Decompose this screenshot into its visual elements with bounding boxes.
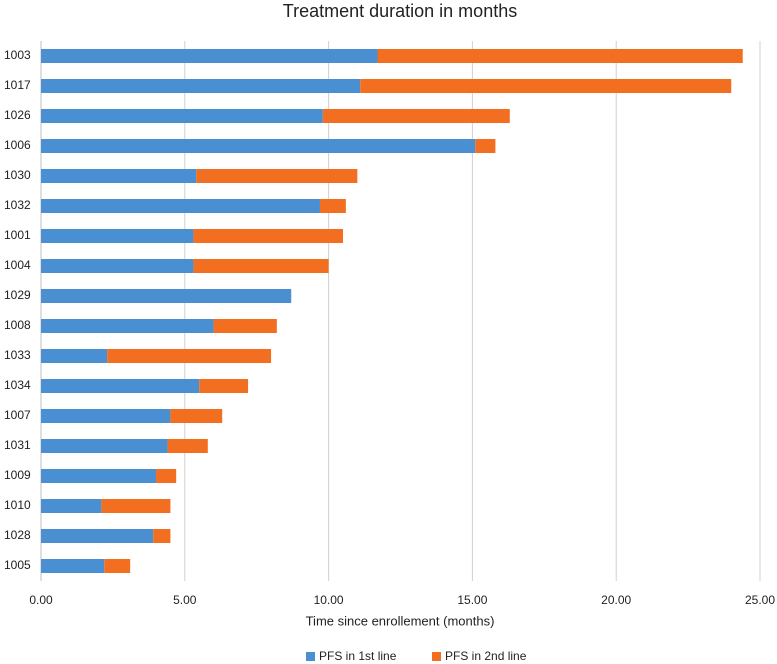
y-tick-label: 1003: [4, 48, 31, 62]
bar-segment: [167, 439, 208, 453]
bar-segment: [377, 49, 743, 63]
bar-segment: [193, 259, 329, 273]
y-tick-label: 1033: [4, 348, 31, 362]
y-tick-label: 1001: [4, 228, 31, 242]
bar-segment: [41, 139, 476, 153]
y-tick-label: 1017: [4, 78, 31, 92]
bar-segment: [322, 109, 510, 123]
bar-segment: [156, 469, 177, 483]
x-tick-label: 5.00: [173, 593, 197, 607]
x-axis-label: Time since enrollement (months): [306, 613, 495, 628]
x-tick-label: 10.00: [314, 593, 344, 607]
y-tick-label: 1009: [4, 468, 31, 482]
bar-segment: [41, 259, 194, 273]
y-tick-label: 1005: [4, 558, 31, 572]
y-tick-label: 1010: [4, 498, 31, 512]
bar-segment: [319, 199, 346, 213]
bar-segment: [41, 229, 194, 243]
bar-segment: [41, 499, 102, 513]
y-tick-label: 1007: [4, 408, 31, 422]
bar-segment: [41, 169, 197, 183]
bar-segment: [41, 109, 323, 123]
x-tick-label: 15.00: [457, 593, 487, 607]
bar-segment: [360, 79, 732, 93]
y-tick-label: 1030: [4, 168, 31, 182]
bar-segment: [41, 529, 154, 543]
y-tick-label: 1028: [4, 528, 31, 542]
legend-label: PFS in 1st line: [319, 649, 397, 663]
x-tick-label: 20.00: [601, 593, 631, 607]
bar-segment: [101, 499, 171, 513]
bar-segment: [199, 379, 249, 393]
bar-segment: [41, 559, 105, 573]
bar-segment: [153, 529, 171, 543]
bar-segment: [41, 439, 168, 453]
bar-segment: [104, 559, 131, 573]
y-tick-label: 1008: [4, 318, 31, 332]
legend-label: PFS in 2nd line: [445, 649, 527, 663]
bar-segment: [475, 139, 496, 153]
y-tick-label: 1032: [4, 198, 31, 212]
legend-swatch: [306, 652, 315, 661]
y-tick-label: 1026: [4, 108, 31, 122]
y-tick-label: 1004: [4, 258, 31, 272]
y-tick-label: 1031: [4, 438, 31, 452]
y-tick-label: 1029: [4, 288, 31, 302]
y-tick-label: 1006: [4, 138, 31, 152]
bar-segment: [41, 79, 361, 93]
bar-segment: [41, 49, 378, 63]
bar-segment: [196, 169, 358, 183]
bar-segment: [41, 409, 171, 423]
bar-segment: [193, 229, 343, 243]
x-tick-label: 25.00: [745, 593, 775, 607]
bar-segment: [213, 319, 277, 333]
x-tick-label: 0.00: [29, 593, 53, 607]
bar-segment: [41, 349, 108, 363]
bar-segment: [41, 199, 320, 213]
bar-segment: [41, 469, 157, 483]
bar-segment: [41, 319, 214, 333]
bar-segment: [170, 409, 223, 423]
chart-title: Treatment duration in months: [283, 1, 517, 21]
bar-segment: [41, 289, 292, 303]
legend-swatch: [432, 652, 441, 661]
bar-segment: [107, 349, 272, 363]
bar-segment: [41, 379, 200, 393]
y-tick-label: 1034: [4, 378, 31, 392]
